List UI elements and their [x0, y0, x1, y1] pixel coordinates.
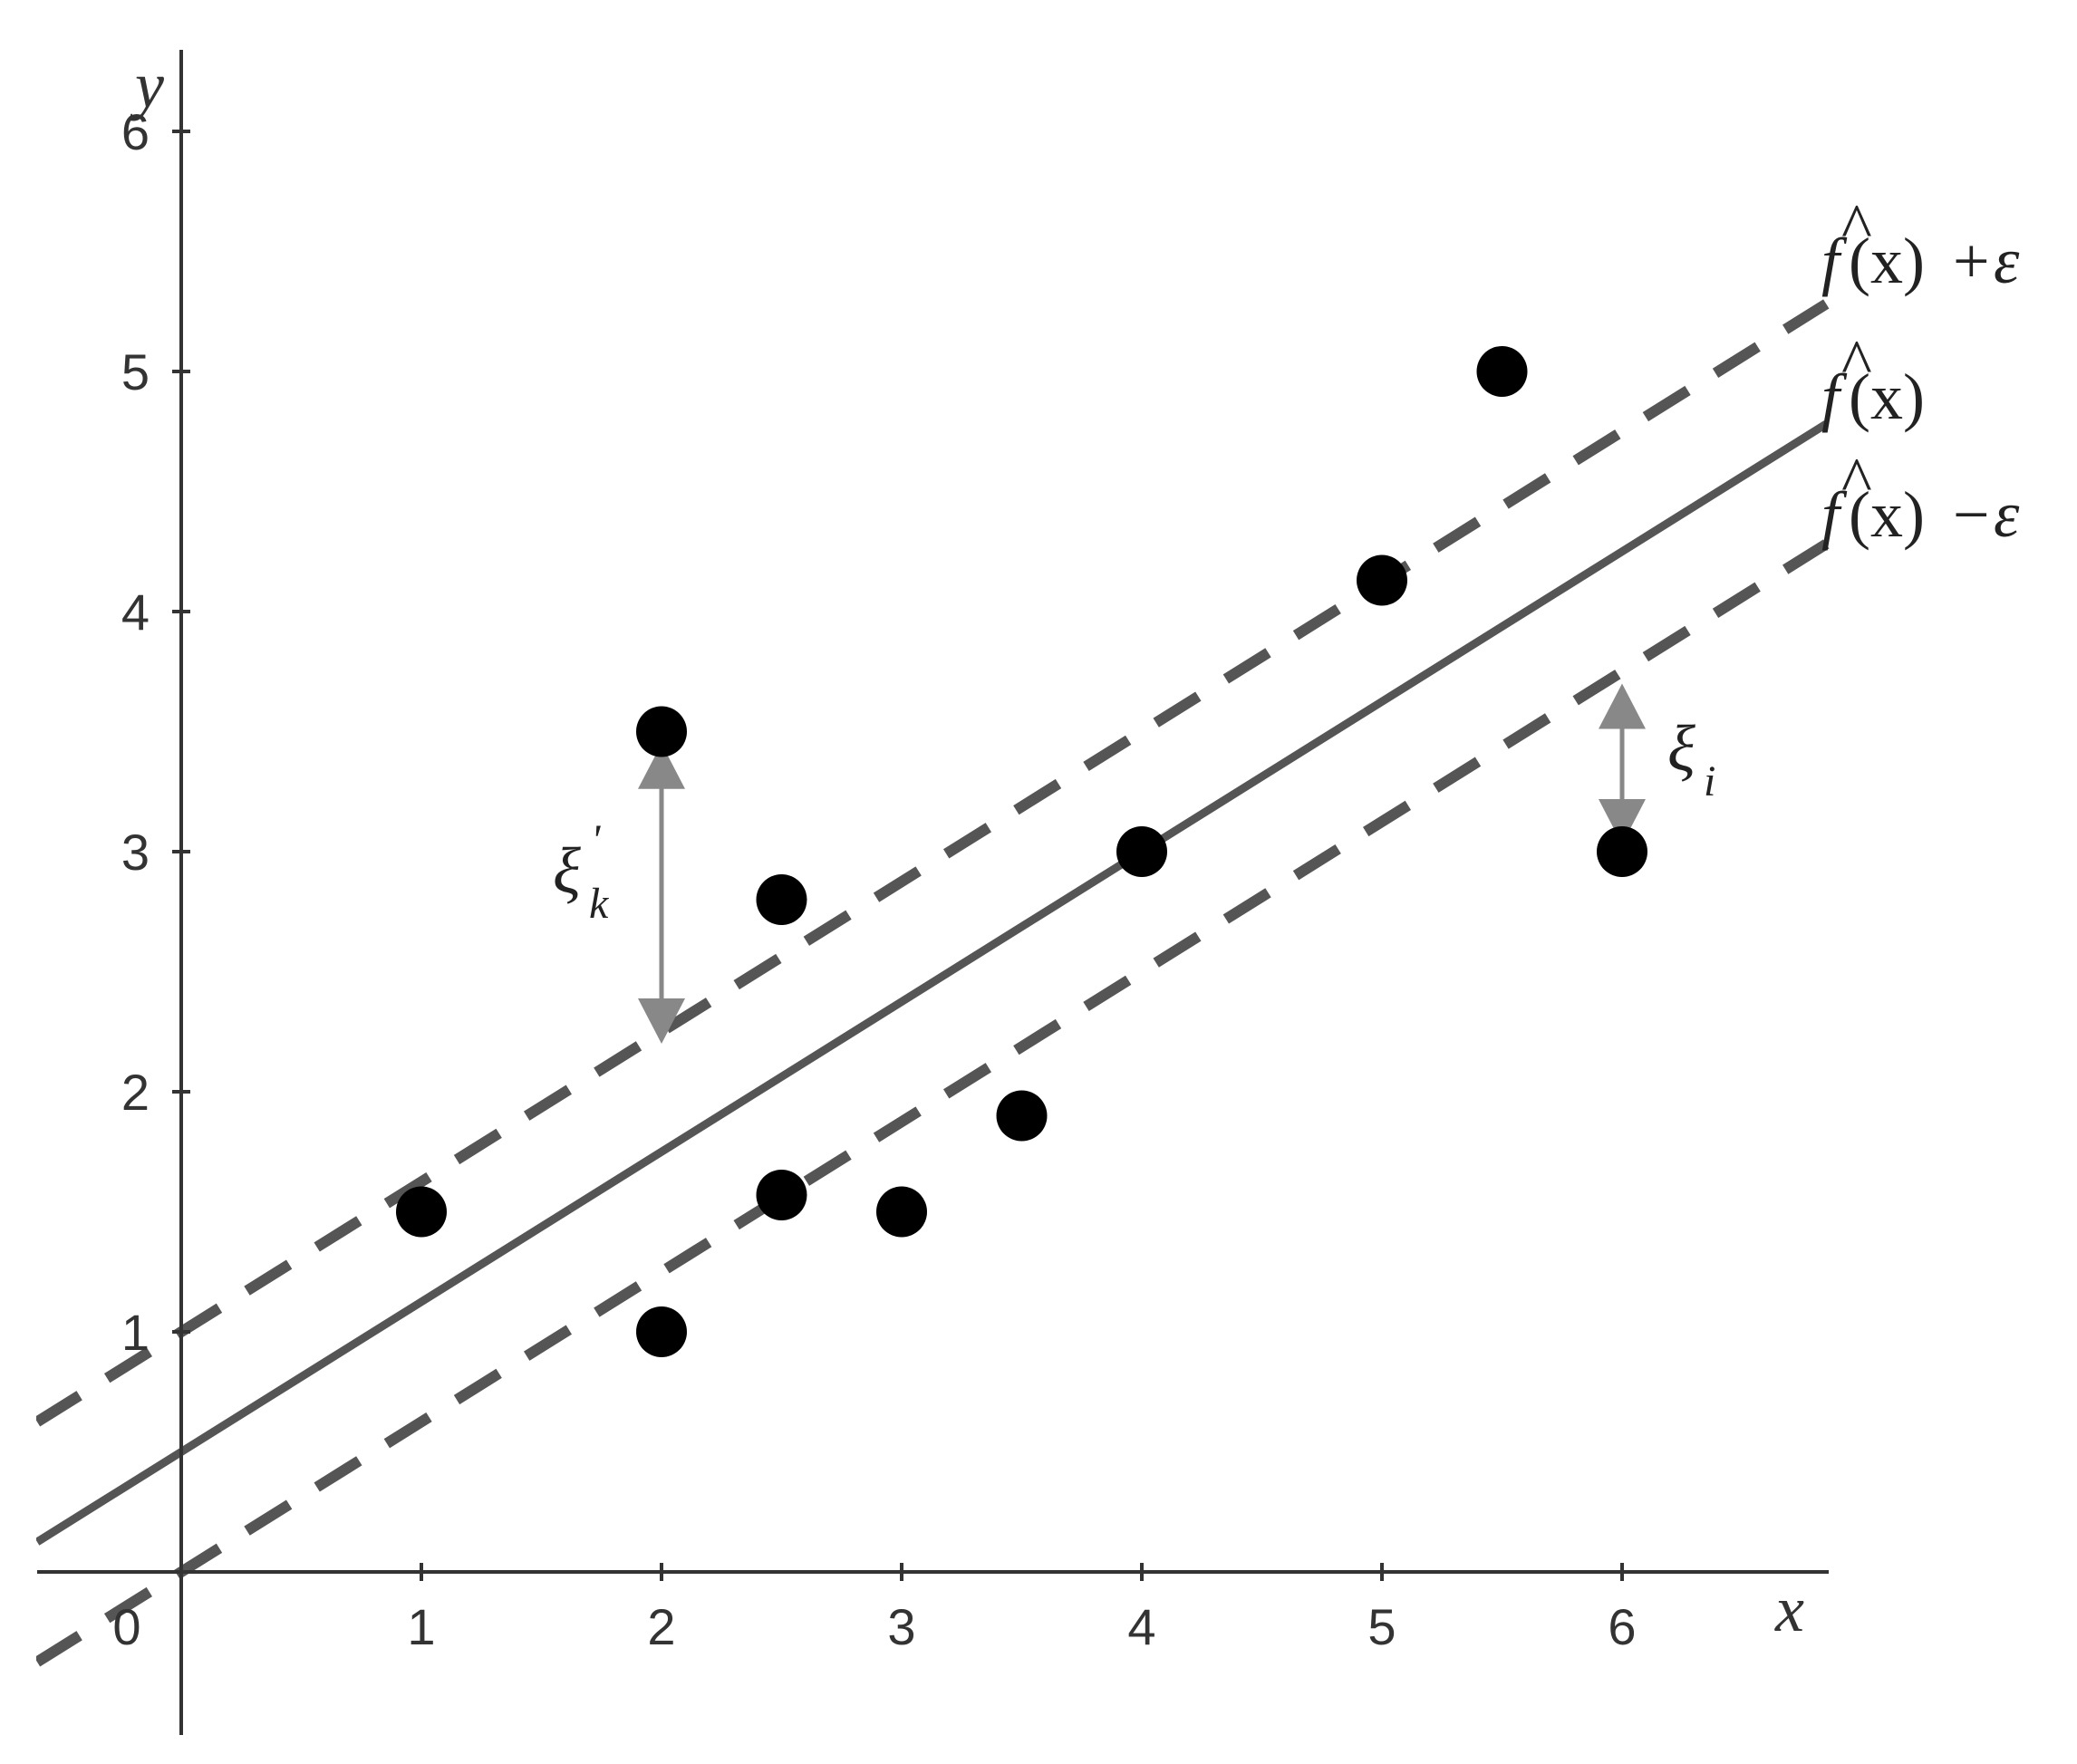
hat-accent: ^ — [1841, 326, 1872, 399]
line-labels: ^f (x) + ε^f (x)^f (x) − ε — [1821, 190, 2020, 551]
slack-arrows: ξ k'ξ i — [553, 683, 1715, 1044]
data-point — [756, 1169, 807, 1220]
data-point — [636, 1306, 687, 1357]
x-axis-label: x — [1774, 1573, 1804, 1645]
data-point — [996, 1090, 1048, 1142]
label-argument: (x) — [1849, 478, 1925, 551]
label-operator: − — [1953, 478, 1990, 551]
y-tick-label: 2 — [121, 1064, 150, 1121]
y-tick-label: 6 — [121, 103, 150, 160]
label-epsilon: ε — [1994, 225, 2020, 297]
y-tick-label: 4 — [121, 583, 150, 641]
axes — [37, 50, 1829, 1735]
arrow-head-up — [638, 743, 685, 789]
data-point — [756, 874, 807, 925]
data-point — [636, 706, 687, 757]
arrow-head-up — [1599, 683, 1646, 729]
data-point — [1597, 826, 1647, 877]
tick-labels: 0 1 2 3 4 5 6 1 2 3 4 5 6 x y — [112, 49, 1804, 1655]
x-tick-label: 0 — [112, 1598, 140, 1655]
label-argument: (x) — [1849, 225, 1925, 297]
label-argument: (x) — [1849, 361, 1925, 433]
hat-accent: ^ — [1841, 444, 1872, 516]
data-point — [1357, 554, 1407, 606]
upper-epsilon-line — [36, 299, 1830, 1427]
x-tick-label: 3 — [887, 1598, 915, 1655]
upper-line-label: ^f (x) + ε — [1821, 190, 2020, 297]
lower-line-label: ^f (x) − ε — [1821, 444, 2020, 551]
y-tick-label: 1 — [121, 1304, 150, 1361]
x-tick-label: 2 — [647, 1598, 675, 1655]
regression-line-label: ^f (x) — [1821, 326, 1925, 433]
arrow-head-down — [638, 998, 685, 1044]
y-axis-label: y — [129, 49, 164, 121]
lower-epsilon-line — [36, 539, 1830, 1667]
label-operator: + — [1953, 225, 1990, 297]
x-tick-label: 1 — [407, 1598, 435, 1655]
y-tick-label: 3 — [121, 824, 150, 881]
data-point — [876, 1186, 927, 1238]
x-tick-label: 6 — [1608, 1598, 1636, 1655]
x-tick-label: 4 — [1127, 1598, 1155, 1655]
slack-symbol: ξ — [553, 834, 581, 907]
y-tick-label: 5 — [121, 343, 150, 400]
data-point — [396, 1186, 447, 1238]
regression-lines — [36, 299, 1830, 1667]
label-epsilon: ε — [1994, 478, 2020, 551]
slack-subscript: k — [589, 880, 610, 928]
hat-accent: ^ — [1841, 190, 1872, 263]
slack-superscript: ' — [591, 816, 601, 864]
data-point — [1476, 346, 1528, 397]
arrow-head-down — [1599, 799, 1646, 845]
regression-line — [36, 420, 1829, 1546]
slack-subscript: i — [1704, 757, 1715, 805]
slack-symbol: ξ — [1667, 712, 1695, 785]
x-tick-label: 5 — [1367, 1598, 1396, 1655]
slack-arrow: ξ k ' — [553, 743, 685, 1044]
data-points — [396, 346, 1647, 1357]
data-point — [1116, 826, 1167, 877]
